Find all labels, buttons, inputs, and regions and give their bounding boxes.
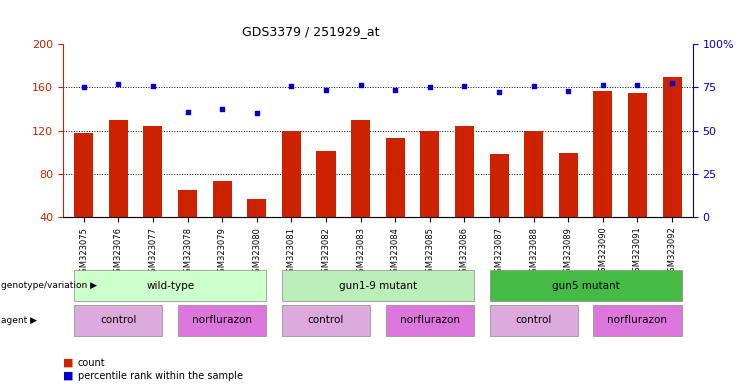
- Text: norflurazon: norflurazon: [192, 315, 252, 325]
- Bar: [316, 151, 336, 217]
- Point: [78, 84, 90, 91]
- Text: norflurazon: norflurazon: [608, 315, 668, 325]
- Text: ■: ■: [63, 358, 73, 368]
- Point: [493, 89, 505, 95]
- Bar: [559, 153, 578, 217]
- Point: [182, 109, 193, 115]
- Bar: [144, 126, 162, 217]
- Text: percentile rank within the sample: percentile rank within the sample: [78, 371, 243, 381]
- Bar: [455, 126, 474, 217]
- Bar: [213, 181, 232, 217]
- Point: [320, 86, 332, 93]
- Point: [355, 82, 367, 88]
- Point: [389, 86, 401, 93]
- Point: [285, 83, 297, 89]
- Bar: [524, 131, 543, 217]
- Bar: [178, 190, 197, 217]
- Bar: [247, 199, 266, 217]
- Point: [216, 106, 228, 112]
- Text: gun1-9 mutant: gun1-9 mutant: [339, 281, 417, 291]
- Bar: [594, 91, 612, 217]
- Point: [251, 110, 263, 116]
- Point: [459, 83, 471, 89]
- Text: wild-type: wild-type: [146, 281, 194, 291]
- Bar: [662, 76, 682, 217]
- Text: ■: ■: [63, 371, 73, 381]
- Text: norflurazon: norflurazon: [400, 315, 460, 325]
- Text: gun5 mutant: gun5 mutant: [552, 281, 619, 291]
- Bar: [74, 133, 93, 217]
- Bar: [282, 131, 301, 217]
- Bar: [420, 131, 439, 217]
- Text: control: control: [516, 315, 552, 325]
- Bar: [109, 120, 128, 217]
- Text: control: control: [100, 315, 136, 325]
- Point: [597, 82, 609, 88]
- Point: [113, 81, 124, 87]
- Point: [528, 83, 539, 89]
- Text: genotype/variation ▶: genotype/variation ▶: [1, 281, 97, 290]
- Bar: [386, 138, 405, 217]
- Point: [631, 82, 643, 88]
- Bar: [628, 93, 647, 217]
- Point: [562, 88, 574, 94]
- Point: [424, 84, 436, 91]
- Text: agent ▶: agent ▶: [1, 316, 37, 325]
- Text: GDS3379 / 251929_at: GDS3379 / 251929_at: [242, 25, 380, 38]
- Text: control: control: [308, 315, 344, 325]
- Bar: [490, 154, 508, 217]
- Text: count: count: [78, 358, 105, 368]
- Point: [147, 83, 159, 89]
- Bar: [351, 120, 370, 217]
- Point: [666, 80, 678, 86]
